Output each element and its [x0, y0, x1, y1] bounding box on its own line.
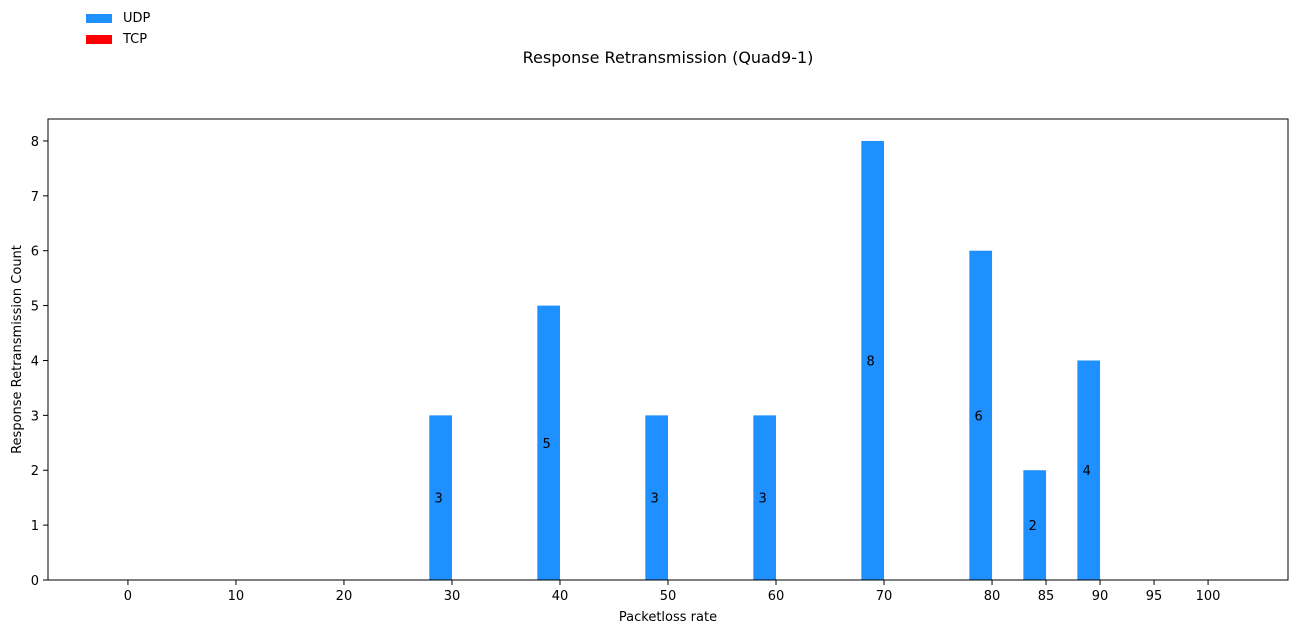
- legend-item-udp: UDP: [86, 8, 150, 29]
- y-tick-label-2: 2: [31, 464, 39, 479]
- y-tick-label-7: 7: [31, 190, 39, 205]
- legend-item-tcp: TCP: [86, 29, 150, 50]
- bar-udp-90: [1077, 360, 1101, 580]
- y-tick-label-4: 4: [31, 354, 39, 369]
- x-tick-label-50: 50: [660, 589, 677, 604]
- bar-udp-70: [861, 140, 885, 580]
- y-tick-label-1: 1: [31, 519, 39, 534]
- bar-udp-50: [645, 415, 668, 580]
- y-tick-label-0: 0: [31, 574, 39, 589]
- x-tick-label-60: 60: [768, 589, 785, 604]
- x-tick-label-80: 80: [984, 589, 1001, 604]
- legend-swatch-tcp: [86, 35, 112, 44]
- y-axis-label: Response Retransmission Count: [10, 245, 25, 454]
- x-tick-label-10: 10: [228, 589, 245, 604]
- bar-udp-85: [1023, 470, 1047, 580]
- y-tick-label-3: 3: [31, 409, 39, 424]
- legend: UDP TCP: [86, 8, 150, 50]
- x-axis-label: Packetloss rate: [619, 610, 717, 625]
- y-tick-label-8: 8: [31, 135, 39, 150]
- bar-udp-80: [969, 250, 993, 580]
- legend-label-udp: UDP: [123, 11, 151, 26]
- data-label-udp-80: 6: [975, 409, 983, 424]
- y-tick-label-6: 6: [31, 245, 39, 260]
- x-tick-label-90: 90: [1092, 589, 1109, 604]
- data-label-udp-30: 3: [434, 492, 442, 507]
- x-tick-label-85: 85: [1038, 589, 1055, 604]
- x-tick-label-70: 70: [876, 589, 893, 604]
- x-tick-label-40: 40: [552, 589, 569, 604]
- x-tick-label-0: 0: [124, 589, 132, 604]
- x-tick-label-100: 100: [1196, 589, 1221, 604]
- bar-udp-40: [537, 305, 560, 580]
- data-label-udp-40: 5: [543, 437, 551, 452]
- data-label-udp-90: 4: [1083, 464, 1091, 479]
- x-tick-label-20: 20: [336, 589, 353, 604]
- legend-swatch-udp: [86, 14, 112, 23]
- data-label-udp-85: 2: [1029, 519, 1037, 534]
- bar-udp-30: [429, 415, 452, 580]
- chart-title: Response Retransmission (Quad9-1): [522, 48, 814, 67]
- bar-udp-60: [753, 415, 777, 580]
- x-tick-label-30: 30: [444, 589, 461, 604]
- data-label-udp-50: 3: [651, 492, 659, 507]
- y-tick-label-5: 5: [31, 300, 39, 315]
- data-label-udp-60: 3: [759, 492, 767, 507]
- data-label-udp-70: 8: [867, 354, 875, 369]
- x-tick-label-95: 95: [1146, 589, 1163, 604]
- legend-label-tcp: TCP: [123, 32, 148, 47]
